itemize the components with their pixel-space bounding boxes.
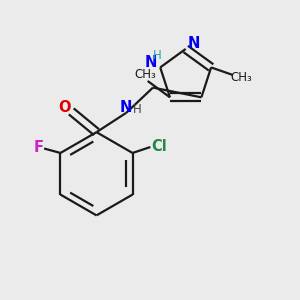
Text: H: H [153,49,162,62]
Text: N: N [145,55,158,70]
Text: CH₃: CH₃ [230,71,252,84]
Text: Cl: Cl [152,139,167,154]
Text: CH₃: CH₃ [134,68,156,81]
Text: H: H [133,103,142,116]
Text: N: N [120,100,132,115]
Text: N: N [188,36,200,51]
Text: F: F [33,140,43,155]
Text: O: O [58,100,71,115]
